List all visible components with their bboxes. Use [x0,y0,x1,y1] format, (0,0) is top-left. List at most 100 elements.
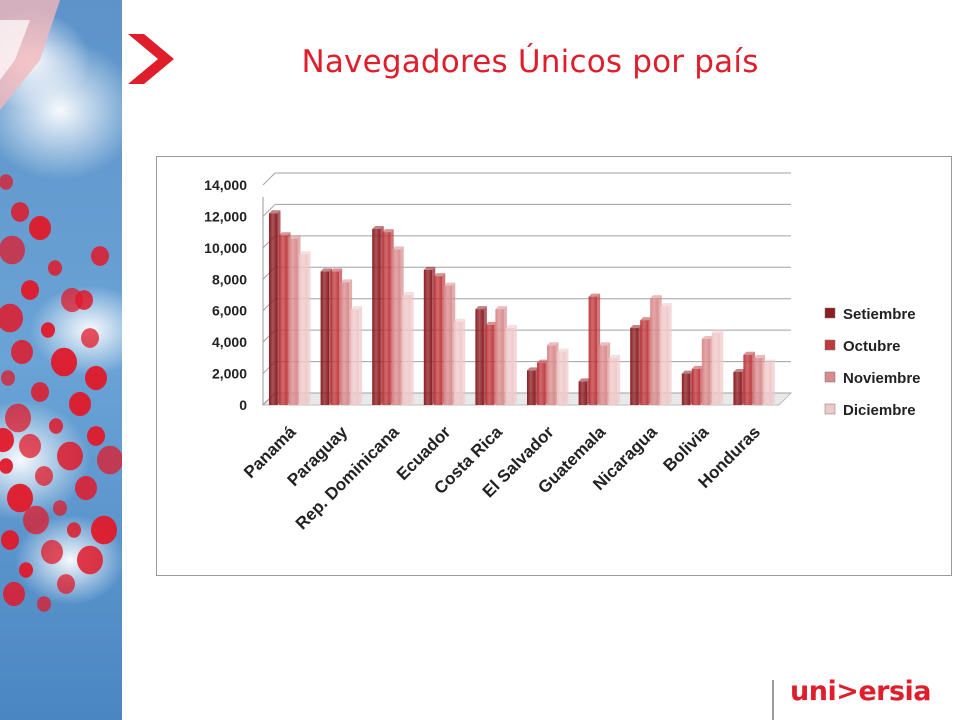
sky-balloons-image [0,0,122,720]
bar-side [668,303,672,405]
bar-top [588,293,601,297]
balloon-decoration [29,215,51,241]
bar [433,273,446,405]
brand-wordmark: uni>ersia [790,676,932,707]
bar-front [701,339,711,405]
bar [269,210,281,405]
balloon-decoration [77,545,103,575]
bar [402,292,414,405]
bar-side [565,348,569,405]
bar [743,351,755,405]
bar-front [299,254,308,405]
legend-entry: Octubre [824,338,901,355]
bar-top [340,279,353,283]
chevron-logo-icon [128,34,174,84]
bar-side [359,306,363,405]
bar [505,325,517,405]
bar-front [578,381,588,405]
bar [330,268,343,405]
gridline-depth [262,204,276,217]
bar-top [443,282,456,286]
bar-front [340,282,350,405]
bar-top [299,251,311,255]
bar [681,370,694,405]
balloon-decoration [1,370,15,386]
bar [630,325,642,405]
bar-top [650,295,662,299]
bar-top [733,369,745,372]
balloon-decoration [75,475,97,501]
bar [453,318,466,405]
balloon-decoration [3,581,25,607]
bar [701,336,714,405]
bar-top [279,232,291,236]
bar-top [547,342,559,346]
balloon-decoration [23,505,49,535]
balloon-decoration [0,303,23,333]
bar-front [691,368,701,405]
legend-entry: Setiembre [824,306,916,323]
balloon-decoration [0,235,25,265]
legend-entry: Diciembre [824,402,916,419]
bar-top [691,365,704,369]
legend-label: Setiembre [843,306,916,323]
bar [763,359,775,405]
bar-top [681,370,694,374]
bar [495,306,507,405]
slide-title: Navegadores Únicos por país [301,44,759,80]
bar [733,369,745,405]
bar-front [660,306,669,405]
bar-top [598,342,611,346]
bar-top [382,229,394,233]
balloon-decoration [11,339,33,365]
bar-front [350,309,360,405]
bar [650,295,662,405]
bar [660,303,672,405]
bar [557,348,569,405]
legend-swatch [824,339,836,351]
bar [588,293,601,405]
bar-front [763,362,772,405]
balloon-decoration [19,562,33,578]
bar [547,342,559,405]
bar-front [279,235,288,405]
bar [711,329,724,405]
bar-front [547,345,556,405]
bar-front [423,269,433,405]
bar-front [608,357,618,405]
bar-front [495,309,504,405]
bar-front [330,271,340,405]
balloon-decoration [5,403,31,433]
bar-front [475,309,484,405]
bar [578,378,591,405]
balloon-decoration [0,427,14,453]
bar [443,282,456,405]
bar-top [320,268,333,272]
balloon-decoration [67,522,81,538]
bar-top [289,235,301,239]
gridline-depth [262,172,276,186]
bar-top [269,210,281,214]
bar-top [557,348,569,352]
bar-side [513,325,517,405]
balloon-decoration [41,539,63,565]
balloon-decoration [31,382,49,402]
balloon-decoration [49,418,63,434]
bar-front [320,271,330,405]
balloon-decoration [21,280,39,300]
bar-side [462,318,466,405]
bar [340,279,353,405]
bar-top [527,367,539,371]
bar-side [307,251,311,405]
legend-label: Noviembre [843,370,921,387]
bar-chart: 02,0004,0006,0008,00010,00012,00014,000 … [204,172,921,533]
balloon-decoration [75,290,93,310]
balloon-decoration [51,347,77,377]
bar-front [382,232,391,405]
legend-label: Octubre [843,338,901,355]
legend-swatch [824,403,836,415]
bar [598,342,611,405]
bar-top [537,359,549,363]
bar-side [617,354,621,405]
bar-top [640,317,652,321]
